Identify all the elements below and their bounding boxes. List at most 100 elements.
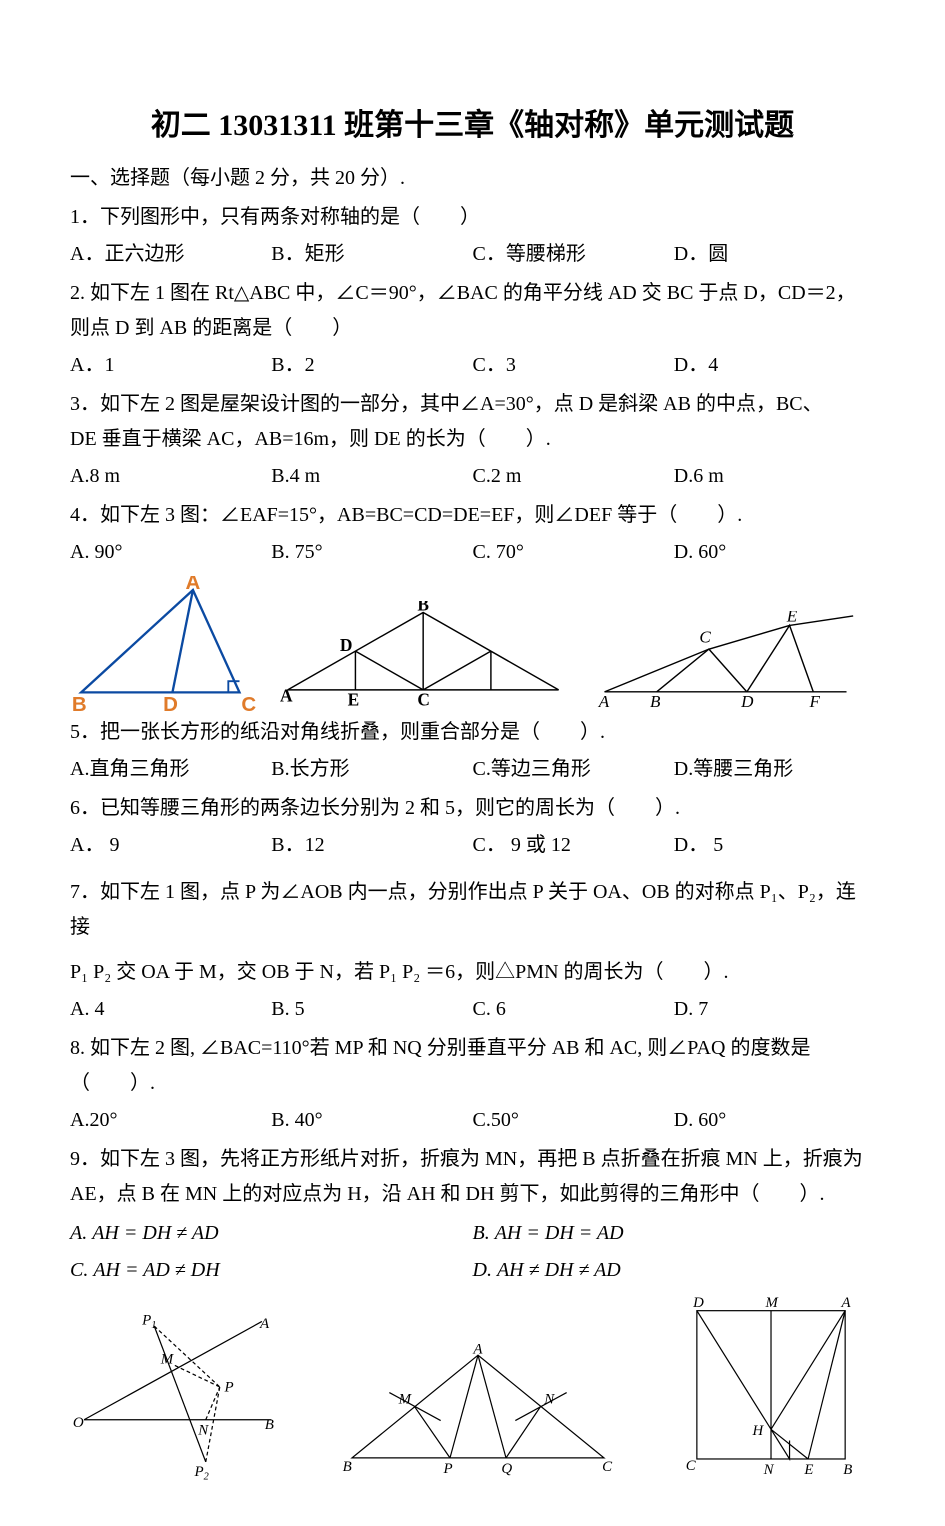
q6-opt-c: C． 9 或 12 — [473, 828, 674, 863]
svg-text:M: M — [160, 1351, 175, 1367]
svg-text:C: C — [241, 693, 256, 711]
question-1-options: A．正六边形 B．矩形 C．等腰梯形 D．圆 — [70, 237, 875, 272]
svg-text:N: N — [543, 1391, 555, 1407]
svg-text:D: D — [740, 692, 754, 711]
q3-opt-b: B.4 m — [271, 459, 472, 494]
question-9-line2: AE，点 B 在 MN 上的对应点为 H，沿 AH 和 DH 剪下，如此剪得的三… — [70, 1177, 875, 1212]
q1-opt-a: A．正六边形 — [70, 237, 271, 272]
svg-text:P: P — [442, 1460, 452, 1476]
q4-opt-b: B. 75° — [271, 535, 472, 570]
svg-text:A: A — [259, 1316, 270, 1332]
svg-text:O: O — [73, 1415, 84, 1431]
question-8-options: A.20° B. 40° C.50° D. 60° — [70, 1103, 875, 1138]
svg-text:N: N — [197, 1422, 209, 1438]
q4-opt-a: A. 90° — [70, 535, 271, 570]
svg-text:M: M — [398, 1391, 413, 1407]
figure-q7: O B A M N P P1 P2 — [70, 1304, 290, 1484]
page-title: 初二 13031311 班第十三章《轴对称》单元测试题 — [70, 100, 875, 153]
q1-opt-b: B．矩形 — [271, 237, 472, 272]
svg-text:B: B — [343, 1458, 352, 1474]
q3-opt-a: A.8 m — [70, 459, 271, 494]
q8-opt-c: C.50° — [473, 1103, 674, 1138]
q6-opt-b: B．12 — [271, 828, 472, 863]
q6-opt-d: D． 5 — [674, 828, 875, 863]
q1-opt-d: D．圆 — [674, 237, 875, 272]
svg-text:A: A — [840, 1294, 851, 1310]
svg-text:E: E — [803, 1461, 813, 1477]
svg-text:H: H — [751, 1422, 764, 1438]
q9-opt-b: B. AH = DH = AD — [473, 1216, 876, 1251]
svg-text:B: B — [843, 1461, 852, 1477]
q9-opt-d: D. AH ≠ DH ≠ AD — [473, 1253, 876, 1288]
q1-opt-c: C．等腰梯形 — [473, 237, 674, 272]
svg-text:D: D — [692, 1294, 704, 1310]
q5-opt-c: C.等边三角形 — [473, 752, 674, 787]
svg-text:B: B — [265, 1417, 274, 1433]
question-3-options: A.8 m B.4 m C.2 m D.6 m — [70, 459, 875, 494]
svg-text:E: E — [347, 689, 359, 709]
svg-text:A: A — [472, 1344, 483, 1357]
q5-opt-b: B.长方形 — [271, 752, 472, 787]
q7-opt-b: B. 5 — [271, 992, 472, 1027]
svg-text:A: A — [279, 685, 292, 705]
q4-opt-d: D. 60° — [674, 535, 875, 570]
question-7-line2: P₁ P₂ 交 OA 于 M，交 OB 于 N，若 P₁ P₂ ＝6，则△PMN… — [70, 955, 875, 990]
question-5: 5．把一张长方形的纸沿对角线折叠，则重合部分是（ ）. — [70, 715, 875, 750]
q4-opt-c: C. 70° — [473, 535, 674, 570]
svg-text:B: B — [417, 601, 429, 615]
question-5-options: A.直角三角形 B.长方形 C.等边三角形 D.等腰三角形 — [70, 752, 875, 787]
question-6-options: A． 9 B．12 C． 9 或 12 D． 5 — [70, 828, 875, 863]
svg-text:C: C — [602, 1458, 613, 1474]
question-1: 1．下列图形中，只有两条对称轴的是（ ） — [70, 200, 875, 235]
svg-text:N: N — [763, 1461, 775, 1477]
question-2-line2: 则点 D 到 AB 的距离是（ ） — [70, 311, 875, 346]
figure-q9: D M A C N E B H — [680, 1294, 875, 1484]
q8-opt-d: D. 60° — [674, 1103, 875, 1138]
question-7-line1: 7．如下左 1 图，点 P 为∠AOB 内一点，分别作出点 P 关于 OA、OB… — [70, 875, 875, 945]
svg-text:A: A — [598, 692, 610, 711]
figure-q8: A B C M N P Q — [335, 1344, 635, 1484]
q5-opt-a: A.直角三角形 — [70, 752, 271, 787]
svg-text:P1: P1 — [141, 1312, 156, 1331]
page-root: 初二 13031311 班第十三章《轴对称》单元测试题 一、选择题（每小题 2 … — [0, 0, 945, 1526]
q6-opt-a: A． 9 — [70, 828, 271, 863]
svg-text:Q: Q — [501, 1460, 512, 1476]
svg-text:E: E — [786, 611, 798, 626]
svg-text:P2: P2 — [194, 1463, 209, 1482]
q2-opt-b: B．2 — [271, 348, 472, 383]
svg-text:C: C — [699, 627, 711, 646]
svg-text:B: B — [650, 692, 661, 711]
svg-text:M: M — [764, 1294, 779, 1310]
question-4: 4．如下左 3 图：∠EAF=15°，AB=BC=CD=DE=EF，则∠DEF … — [70, 498, 875, 533]
figure-q3: A B C D E — [278, 601, 578, 711]
question-9-line1: 9．如下左 3 图，先将正方形纸片对折，折痕为 MN，再把 B 点折叠在折痕 M… — [70, 1142, 875, 1177]
q3-opt-d: D.6 m — [674, 459, 875, 494]
svg-text:D: D — [339, 635, 352, 655]
svg-text:D: D — [163, 693, 178, 711]
q2-opt-d: D．4 — [674, 348, 875, 383]
question-2-line1: 2. 如下左 1 图在 Rt△ABC 中，∠C＝90°，∠BAC 的角平分线 A… — [70, 276, 875, 311]
question-4-options: A. 90° B. 75° C. 70° D. 60° — [70, 535, 875, 570]
question-2-options: A．1 B．2 C．3 D．4 — [70, 348, 875, 383]
q8-opt-a: A.20° — [70, 1103, 271, 1138]
q9-opt-c: C. AH = AD ≠ DH — [70, 1253, 473, 1288]
q8-opt-b: B. 40° — [271, 1103, 472, 1138]
figure-q4: A B D F C E — [595, 611, 875, 711]
q9-opt-a: A. AH = DH ≠ AD — [70, 1216, 473, 1251]
question-3-line1: 3．如下左 2 图是屋架设计图的一部分，其中∠A=30°，点 D 是斜梁 AB … — [70, 387, 875, 422]
figure-row-1: A B C D A B C D E — [70, 576, 875, 711]
q2-opt-c: C．3 — [473, 348, 674, 383]
q7-opt-d: D. 7 — [674, 992, 875, 1027]
question-3-line2: DE 垂直于横梁 AC，AB=16m，则 DE 的长为（ ）. — [70, 422, 875, 457]
svg-text:C: C — [417, 689, 430, 709]
svg-text:A: A — [185, 576, 200, 594]
q2-opt-a: A．1 — [70, 348, 271, 383]
svg-text:F: F — [809, 692, 821, 711]
question-8: 8. 如下左 2 图, ∠BAC=110°若 MP 和 NQ 分别垂直平分 AB… — [70, 1031, 875, 1101]
figure-q2: A B C D — [70, 576, 260, 711]
section-1-heading: 一、选择题（每小题 2 分，共 20 分）. — [70, 161, 875, 196]
q7-opt-c: C. 6 — [473, 992, 674, 1027]
q3-opt-c: C.2 m — [473, 459, 674, 494]
question-6: 6．已知等腰三角形的两条边长分别为 2 和 5，则它的周长为（ ）. — [70, 791, 875, 826]
q5-opt-d: D.等腰三角形 — [674, 752, 875, 787]
